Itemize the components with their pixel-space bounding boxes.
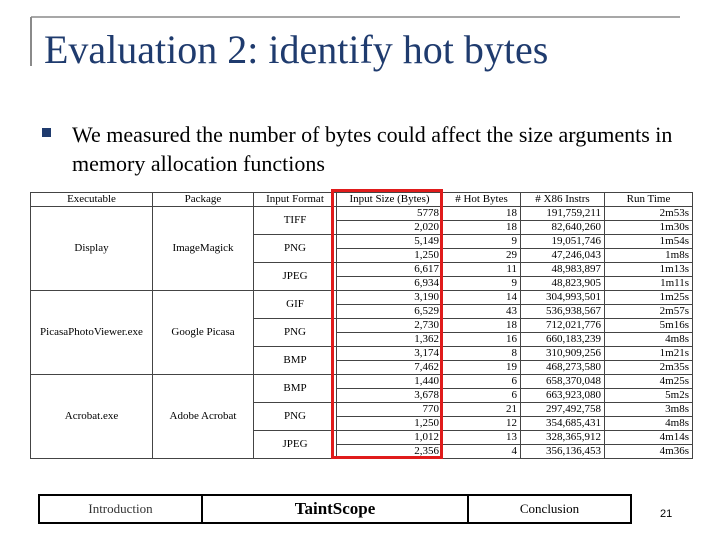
value-cell: 4m25s	[604, 374, 693, 389]
value-cell: 1m54s	[604, 234, 693, 249]
value-cell: 5m16s	[604, 318, 693, 333]
value-cell: 21	[442, 402, 521, 417]
format-cell: PNG	[253, 402, 337, 431]
format-cell: JPEG	[253, 262, 337, 291]
value-cell: 2m53s	[604, 206, 693, 221]
highlight-box	[331, 189, 443, 459]
value-cell: 354,685,431	[520, 416, 605, 431]
format-cell: BMP	[253, 346, 337, 375]
value-cell: 18	[442, 220, 521, 235]
value-cell: 5m2s	[604, 388, 693, 403]
title-frame	[30, 16, 680, 66]
format-cell: BMP	[253, 374, 337, 403]
value-cell: 2m57s	[604, 304, 693, 319]
footer-nav: Introduction TaintScope Conclusion	[38, 494, 632, 524]
value-cell: 4m14s	[604, 430, 693, 445]
value-cell: 48,983,897	[520, 262, 605, 277]
package-cell: ImageMagick	[152, 206, 254, 291]
table-body: Display ImageMagick TIFF 5778 18 191,759,211 2…	[30, 206, 693, 459]
value-cell: 660,183,239	[520, 332, 605, 347]
column-header: Run Time	[604, 192, 693, 207]
table-row: PNG 770 21 297,492,758 3m8s	[31, 402, 693, 431]
bullet-text: We measured the number of bytes could af…	[72, 122, 673, 176]
value-cell: 4m8s	[604, 332, 693, 347]
value-cell: 4	[442, 444, 521, 459]
value-cell: 1m11s	[604, 276, 693, 291]
value-cell: 310,909,256	[520, 346, 605, 361]
executable-cell: Acrobat.exe	[30, 374, 153, 459]
value-cell: 1m30s	[604, 220, 693, 235]
value-cell: 29	[442, 248, 521, 263]
format-cell: TIFF	[253, 206, 337, 235]
value-cell: 658,370,048	[520, 374, 605, 389]
value-cell: 2m35s	[604, 360, 693, 375]
value-cell: 8	[442, 346, 521, 361]
package-cell: Google Picasa	[152, 290, 254, 375]
footer-tab: Conclusion	[467, 494, 632, 524]
table-row: JPEG 1,012 13 328,365,912 4m14s	[31, 430, 693, 459]
value-cell: 19	[442, 360, 521, 375]
table-row: Display ImageMagick TIFF 5778 18 191,759,211 2…	[30, 206, 693, 291]
executable-cell: PicasaPhotoViewer.exe	[30, 290, 153, 375]
column-header: Package	[152, 192, 254, 207]
value-cell: 16	[442, 332, 521, 347]
value-cell: 12	[442, 416, 521, 431]
column-header: # Hot Bytes	[442, 192, 521, 207]
value-cell: 13	[442, 430, 521, 445]
footer-tab: Introduction	[38, 494, 203, 524]
table-row: 1,250 29 47,246,043 1m8s	[31, 248, 693, 263]
value-cell: 3m8s	[604, 402, 693, 417]
value-cell: 11	[442, 262, 521, 277]
value-cell: 304,993,501	[520, 290, 605, 305]
value-cell: 18	[442, 318, 521, 333]
value-cell: 1m25s	[604, 290, 693, 305]
value-cell: 328,365,912	[520, 430, 605, 445]
slide-title: Evaluation 2: identify hot bytes	[44, 27, 549, 72]
value-cell: 9	[442, 276, 521, 291]
package-cell: Adobe Acrobat	[152, 374, 254, 459]
value-cell: 1m13s	[604, 262, 693, 277]
value-cell: 82,640,260	[520, 220, 605, 235]
column-header: # X86 Instrs	[520, 192, 605, 207]
format-cell: JPEG	[253, 430, 337, 459]
format-cell: PNG	[253, 318, 337, 347]
table-row: 1,362 16 660,183,239 4m8s	[31, 332, 693, 347]
table-row: 2,020 18 82,640,260 1m30s	[31, 220, 693, 235]
value-cell: 468,273,580	[520, 360, 605, 375]
value-cell: 48,823,905	[520, 276, 605, 291]
value-cell: 663,923,080	[520, 388, 605, 403]
value-cell: 1m21s	[604, 346, 693, 361]
value-cell: 9	[442, 234, 521, 249]
value-cell: 1m8s	[604, 248, 693, 263]
table-row: 7,462 19 468,273,580 2m35s	[31, 360, 693, 375]
value-cell: 6	[442, 374, 521, 389]
value-cell: 18	[442, 206, 521, 221]
value-cell: 19,051,746	[520, 234, 605, 249]
value-cell: 43	[442, 304, 521, 319]
column-header: Executable	[30, 192, 153, 207]
value-cell: 297,492,758	[520, 402, 605, 417]
value-cell: 14	[442, 290, 521, 305]
value-cell: 4m8s	[604, 416, 693, 431]
table-row: PNG 2,730 18 712,021,776 5m16s	[31, 318, 693, 347]
value-cell: 536,938,567	[520, 304, 605, 319]
format-cell: PNG	[253, 234, 337, 263]
value-cell: 356,136,453	[520, 444, 605, 459]
table-row: 1,250 12 354,685,431 4m8s	[31, 416, 693, 431]
table-row: 6,934 9 48,823,905 1m11s	[31, 276, 693, 291]
value-cell: 47,246,043	[520, 248, 605, 263]
value-cell: 712,021,776	[520, 318, 605, 333]
table-row: Acrobat.exe Adobe Acrobat BMP 1,440 6 658,370…	[30, 374, 693, 459]
value-cell: 6	[442, 388, 521, 403]
value-cell: 4m36s	[604, 444, 693, 459]
format-cell: GIF	[253, 290, 337, 319]
results-table: Executable Package Input Format Input Size …	[30, 192, 693, 459]
column-header: Input Format	[253, 192, 337, 207]
bullet-marker	[42, 128, 51, 137]
value-cell: 191,759,211	[520, 206, 605, 221]
page-number: 21	[660, 508, 673, 520]
executable-cell: Display	[30, 206, 153, 291]
footer-tab-current: TaintScope	[201, 494, 469, 524]
